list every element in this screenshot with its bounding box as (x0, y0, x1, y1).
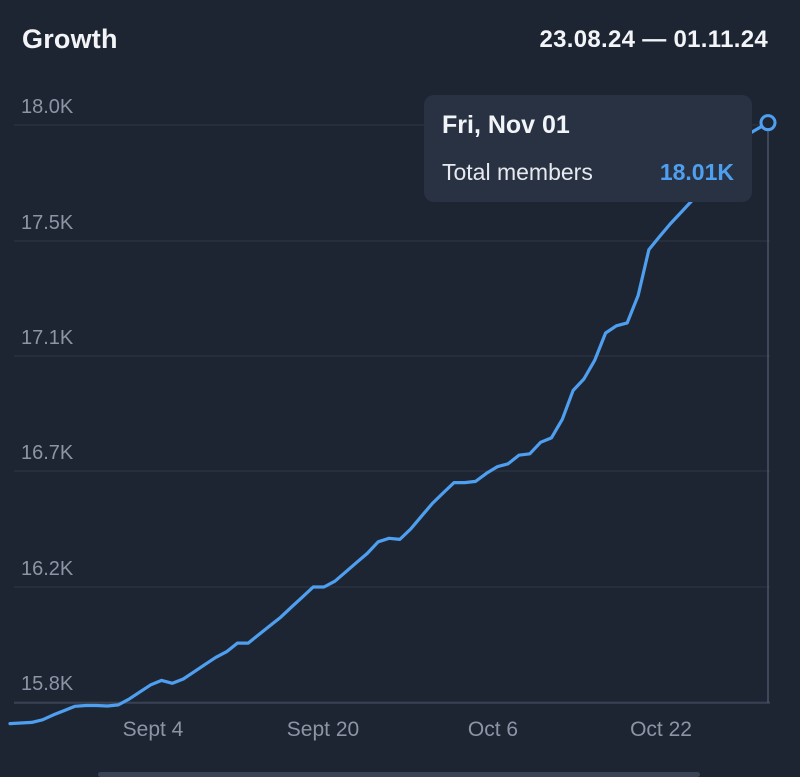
x-tick-label: Oct 6 (468, 718, 518, 741)
x-tick-label: Sept 20 (287, 718, 359, 741)
chart-tooltip: Fri, Nov 01 Total members 18.01K (424, 95, 752, 202)
tooltip-label: Total members (442, 159, 593, 185)
date-range[interactable]: 23.08.24 — 01.11.24 (539, 26, 768, 53)
y-tick-label: 16.7K (21, 442, 74, 464)
tooltip-value: 18.01K (659, 159, 734, 185)
selected-data-point[interactable] (759, 114, 777, 132)
chart-header: Growth 23.08.24 — 01.11.24 (0, 0, 800, 80)
y-tick-label: 18.0K (21, 96, 74, 118)
y-tick-label: 17.1K (21, 327, 74, 349)
y-tick-label: 15.8K (21, 673, 74, 695)
tooltip-date: Fri, Nov 01 (442, 111, 570, 139)
y-tick-label: 16.2K (21, 558, 74, 580)
x-tick-label: Oct 22 (630, 718, 692, 741)
x-tick-label: Sept 4 (123, 718, 184, 741)
range-scrollbar[interactable] (98, 772, 700, 777)
chart-title: Growth (22, 24, 118, 54)
series-line-total-members[interactable] (8, 121, 770, 726)
y-tick-label: 17.5K (21, 212, 74, 234)
